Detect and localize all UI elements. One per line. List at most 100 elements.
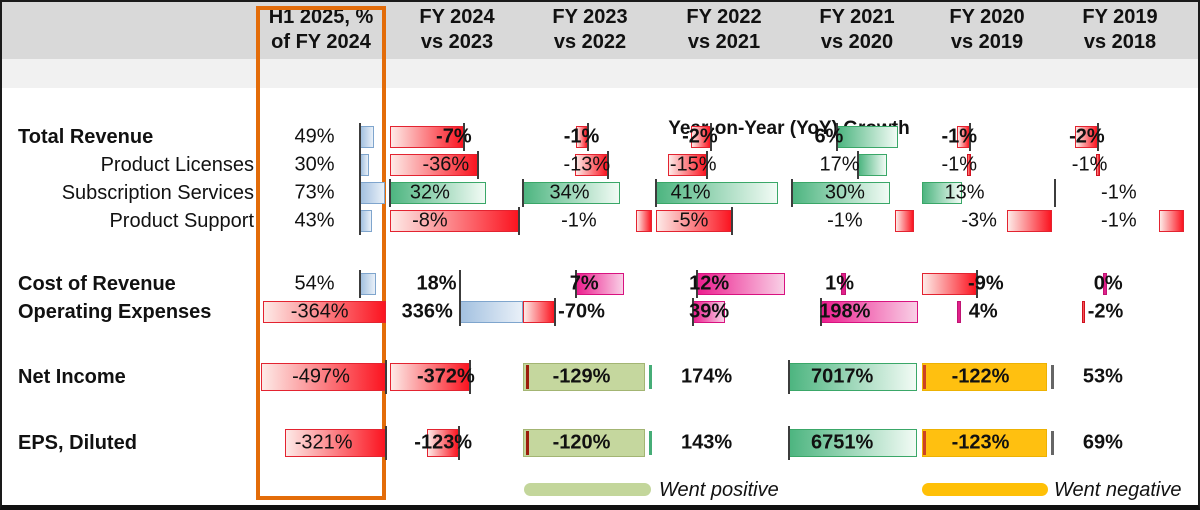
axis-line	[575, 270, 578, 298]
cell-product-licenses: -1%	[922, 151, 1055, 179]
column-header-line2: vs 2018	[1083, 31, 1157, 53]
tick-mark	[649, 431, 653, 455]
red-data-bar	[390, 363, 470, 391]
row-label-net-income: Net Income	[18, 366, 126, 388]
cell-value: -364%	[290, 300, 349, 323]
cell-subscription-services: 34%	[522, 179, 656, 207]
column-header-fy-2023: FY 2023 vs 2022	[552, 5, 627, 55]
row-label-product-support: Product Support	[109, 210, 254, 232]
cell-product-licenses: 30%	[256, 151, 386, 179]
cell-subscription-services: 13%	[922, 179, 1056, 207]
subheader-band: Year-on-Year (YoY) Growth	[2, 59, 1198, 139]
cell-total-revenue: -2%	[656, 123, 789, 151]
axis-line	[788, 360, 790, 394]
axis-line	[692, 298, 695, 326]
cell-value: 39%	[689, 300, 730, 323]
cell-operating-expenses: 39%	[656, 298, 789, 326]
cell-total-revenue: 49%	[256, 123, 386, 151]
cell-product-licenses: -13%	[523, 151, 656, 179]
cell-operating-expenses: -2%	[1055, 298, 1188, 326]
cell-product-support: -1%	[1055, 207, 1188, 235]
red-data-bar	[1158, 210, 1184, 232]
axis-line	[607, 151, 610, 179]
olive-data-bar	[523, 429, 646, 457]
cell-operating-expenses: 4%	[922, 298, 1055, 326]
column-header-line2: vs 2023	[420, 31, 494, 53]
cell-value: -5%	[672, 209, 709, 232]
cell-operating-expenses: -70%	[523, 298, 656, 326]
blue-data-bar	[360, 273, 376, 295]
cell-total-revenue: -1%	[523, 123, 656, 151]
cell-eps-diluted: -123%	[922, 427, 1055, 459]
cell-value: 18%	[416, 272, 457, 295]
legend-swatch-went-positive	[524, 483, 651, 496]
cell-value: 1%	[825, 272, 854, 295]
cell-operating-expenses: 336%	[390, 298, 523, 326]
axis-line	[587, 123, 590, 151]
cell-value: -1%	[1101, 181, 1137, 204]
axis-line	[553, 298, 556, 326]
cell-total-revenue: 6%	[789, 123, 922, 151]
red-data-bar	[261, 363, 386, 391]
axis-line	[705, 151, 708, 179]
axis-line	[696, 270, 699, 298]
cell-net-income: 7017%	[788, 360, 922, 394]
tick-mark	[923, 431, 927, 455]
cell-product-licenses: -36%	[390, 151, 523, 179]
cell-net-income: 174%	[656, 361, 789, 393]
axis-line	[788, 426, 790, 460]
blue-data-bar	[460, 301, 523, 323]
axis-line	[1054, 179, 1056, 207]
column-header-line1: FY 2020	[949, 6, 1025, 28]
cell-value: 49%	[294, 125, 335, 148]
cell-product-support: 43%	[256, 207, 386, 235]
cell-total-revenue: -1%	[922, 123, 1055, 151]
red-data-bar	[427, 429, 460, 457]
column-header-line1: FY 2024	[419, 6, 495, 28]
axis-line	[385, 426, 387, 460]
red-data-bar	[1007, 210, 1053, 232]
cell-net-income: -372%	[390, 360, 523, 394]
tick-mark	[525, 365, 529, 389]
header-band	[2, 2, 1198, 59]
axis-line	[518, 207, 520, 235]
cell-cost-of-revenue: 7%	[523, 270, 656, 298]
cell-subscription-services: 32%	[389, 179, 523, 207]
cell-value: 12%	[689, 272, 730, 295]
axis-line	[968, 123, 971, 151]
cell-eps-diluted: 143%	[656, 427, 789, 459]
cell-value: -1%	[941, 125, 978, 148]
tick-mark	[1051, 431, 1054, 455]
column-header-line1: FY 2022	[686, 6, 762, 28]
cell-value: -129%	[552, 365, 611, 388]
axis-line	[359, 179, 361, 207]
axis-line	[385, 360, 387, 394]
row-label-subscription-services: Subscription Services	[61, 182, 254, 204]
cell-value: -7%	[436, 125, 472, 148]
column-header-fy-2020: FY 2020 vs 2019	[949, 5, 1024, 55]
cell-value: -36%	[422, 153, 470, 176]
cell-product-licenses: 17%	[789, 151, 922, 179]
cell-eps-diluted: 69%	[1055, 427, 1188, 459]
highlight-box-h1-2025	[256, 6, 386, 500]
cell-subscription-services: 41%	[655, 179, 789, 207]
cell-value: 13%	[944, 181, 985, 204]
axis-line	[468, 360, 471, 394]
cell-value: -2%	[682, 125, 718, 148]
cell-value: -2%	[1087, 300, 1124, 323]
red-data-bar	[390, 210, 519, 232]
axis-line	[975, 270, 978, 298]
cell-net-income: -129%	[523, 361, 656, 393]
cell-value: 6751%	[811, 431, 874, 454]
column-header-fy-2022: FY 2022 vs 2021	[686, 5, 761, 55]
cell-value: 34%	[549, 181, 590, 204]
red-data-bar	[523, 301, 555, 323]
green-data-bar	[858, 154, 888, 176]
green-data-bar	[789, 363, 917, 391]
row-label-total-revenue: Total Revenue	[18, 126, 154, 148]
red-data-bar	[636, 210, 652, 232]
cell-product-support: -8%	[390, 207, 523, 235]
row-label-cost-of-revenue: Cost of Revenue	[18, 273, 176, 295]
cell-value: -15%	[669, 153, 717, 176]
